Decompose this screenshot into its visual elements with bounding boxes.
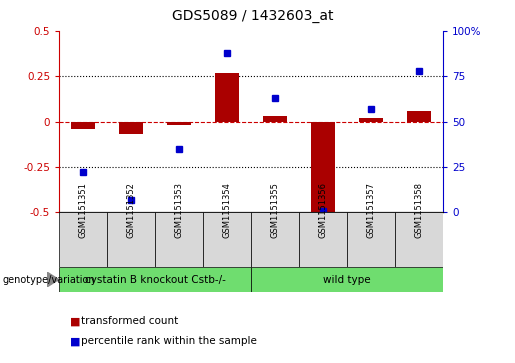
Text: wild type: wild type [323, 274, 371, 285]
Bar [251, 212, 299, 267]
Text: GSM1151356: GSM1151356 [318, 183, 328, 238]
Text: GSM1151353: GSM1151353 [175, 183, 184, 238]
Bar [215, 73, 239, 122]
Text: GSM1151358: GSM1151358 [415, 183, 423, 238]
Bar [155, 212, 203, 267]
Bar [251, 267, 443, 292]
Text: GDS5089 / 1432603_at: GDS5089 / 1432603_at [171, 9, 333, 23]
Bar [203, 212, 251, 267]
Text: transformed count: transformed count [81, 316, 179, 326]
Bar [407, 111, 431, 122]
Bar [167, 122, 191, 125]
Text: genotype/variation: genotype/variation [3, 274, 95, 285]
Bar [107, 212, 155, 267]
Bar [119, 122, 143, 134]
Bar [359, 118, 383, 122]
Text: GSM1151352: GSM1151352 [127, 183, 135, 238]
Text: ■: ■ [70, 316, 80, 326]
Polygon shape [47, 272, 59, 287]
Bar [299, 212, 347, 267]
Text: GSM1151355: GSM1151355 [270, 183, 280, 238]
Bar [263, 116, 287, 122]
Bar [59, 267, 251, 292]
Bar [311, 122, 335, 212]
Bar [71, 122, 95, 129]
Text: GSM1151357: GSM1151357 [367, 183, 375, 238]
Text: GSM1151351: GSM1151351 [79, 183, 88, 238]
Bar [347, 212, 395, 267]
Bar [395, 212, 443, 267]
Bar [59, 212, 107, 267]
Text: cystatin B knockout Cstb-/-: cystatin B knockout Cstb-/- [84, 274, 226, 285]
Text: ■: ■ [70, 336, 80, 346]
Text: GSM1151354: GSM1151354 [222, 183, 232, 238]
Text: percentile rank within the sample: percentile rank within the sample [81, 336, 258, 346]
